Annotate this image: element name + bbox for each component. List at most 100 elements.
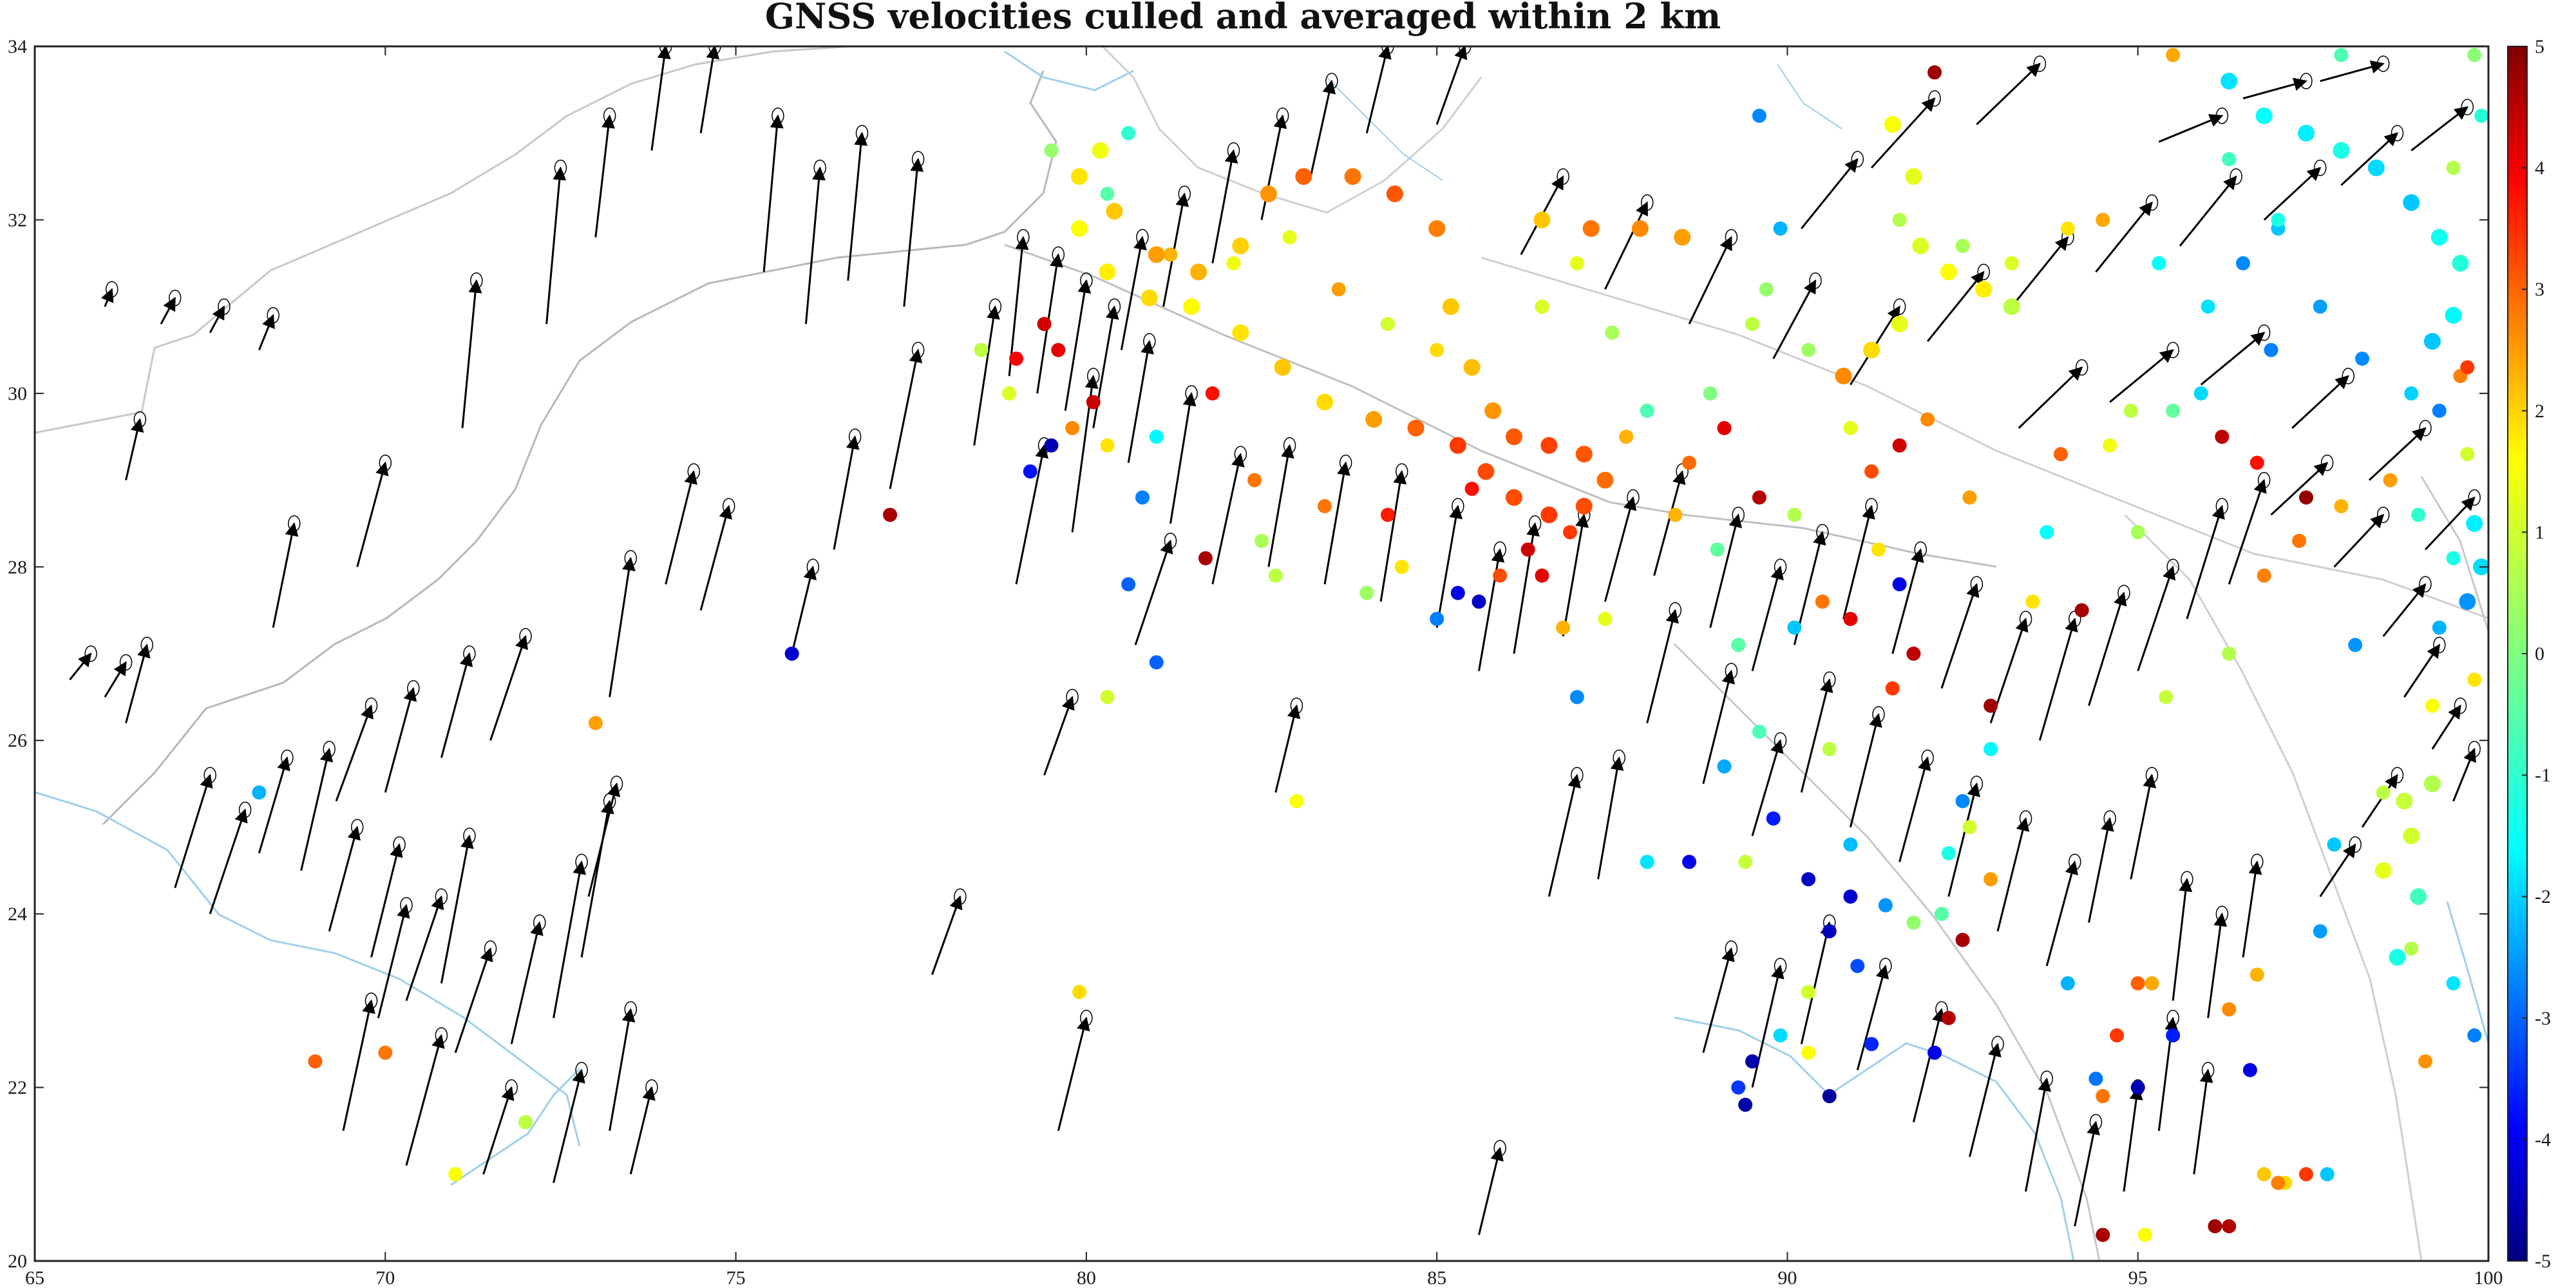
velocity-arrow <box>125 418 144 480</box>
station-point <box>1822 742 1837 757</box>
station-point <box>2166 403 2181 418</box>
error-ellipse <box>365 697 378 714</box>
error-ellipse <box>2166 341 2179 359</box>
station-point <box>2396 793 2413 810</box>
station-point <box>2460 447 2475 462</box>
velocity-arrow <box>1260 114 1287 220</box>
station-point <box>1086 395 1101 410</box>
velocity-arrow <box>1562 513 1589 637</box>
velocity-arrow <box>1604 496 1637 602</box>
velocity-arrow <box>489 635 528 741</box>
station-point <box>2110 1028 2125 1043</box>
station-point <box>1815 594 1830 609</box>
station-point <box>1674 229 1691 246</box>
station-point <box>2130 976 2145 990</box>
colorbar-tick-label: -5 <box>2535 1251 2551 1272</box>
station-point <box>1575 446 1593 463</box>
error-ellipse <box>1809 272 1822 289</box>
colorbar-tick-label: 4 <box>2535 158 2544 179</box>
error-ellipse <box>1872 706 1885 723</box>
x-tick-label: 90 <box>1777 1267 1797 1288</box>
station-point <box>2374 862 2392 879</box>
station-point <box>1801 872 1816 887</box>
velocity-arrow <box>2320 60 2385 82</box>
velocity-arrow <box>2018 366 2083 429</box>
y-tick-label: 32 <box>8 209 27 231</box>
error-ellipse <box>1914 541 1927 558</box>
station-point <box>1738 855 1753 869</box>
error-ellipse <box>1325 73 1338 90</box>
error-ellipse <box>1290 697 1303 714</box>
station-point <box>1801 1045 1816 1060</box>
velocity-arrow <box>587 782 621 897</box>
error-ellipse <box>2419 419 2432 437</box>
velocity-arrow <box>1379 470 1407 602</box>
velocity-arrow <box>300 748 334 871</box>
error-ellipse <box>133 411 147 428</box>
velocity-arrow <box>594 114 615 238</box>
velocity-arrow <box>2452 748 2476 802</box>
error-ellipse <box>2349 836 2362 853</box>
station-point <box>1190 263 1208 281</box>
velocity-arrow <box>2361 773 2398 828</box>
station-point <box>2215 430 2230 444</box>
velocity-arrow <box>356 461 389 567</box>
station-point <box>1710 542 1725 557</box>
x-tick-label: 85 <box>1427 1267 1446 1288</box>
error-ellipse <box>1921 749 1934 766</box>
error-ellipse <box>1669 601 1682 619</box>
station-point <box>2145 976 2159 990</box>
error-ellipse <box>1185 385 1198 402</box>
station-point <box>1871 542 1886 557</box>
y-axis: 20 22 24 26 28 30 32 34 <box>8 36 2488 1272</box>
error-ellipse <box>813 159 826 176</box>
station-point <box>2053 447 2068 462</box>
station-point <box>1927 1045 1942 1060</box>
station-point <box>2193 386 2208 401</box>
station-point <box>2404 942 2419 956</box>
velocity-arrow <box>1513 522 1540 654</box>
error-ellipse <box>2461 99 2474 116</box>
velocity-arrow <box>762 114 784 272</box>
station-point <box>1955 794 1970 809</box>
station-point <box>1295 168 1312 185</box>
station-point <box>1596 471 1614 489</box>
station-point <box>2103 438 2117 453</box>
station-point <box>2466 515 2483 532</box>
station-point <box>1738 1097 1753 1112</box>
station-point <box>1232 324 1249 341</box>
x-tick-label: 100 <box>2474 1267 2503 1288</box>
velocity-arrow <box>1751 964 1785 1088</box>
station-point <box>1787 507 1802 522</box>
station-point <box>1149 430 1164 444</box>
velocity-arrow <box>1170 392 1197 524</box>
station-point <box>1472 594 1486 609</box>
station-point <box>1442 298 1459 316</box>
station-point <box>1885 681 1900 696</box>
station-point <box>2040 525 2054 540</box>
error-ellipse <box>1613 749 1625 766</box>
error-ellipse <box>1928 90 1941 107</box>
error-ellipse <box>1970 775 1984 792</box>
station-point <box>1065 421 1080 435</box>
error-ellipse <box>400 896 413 914</box>
station-point <box>2088 1072 2103 1086</box>
station-point <box>588 715 603 730</box>
velocity-arrow <box>100 288 114 307</box>
error-ellipse <box>2257 324 2271 341</box>
error-ellipse <box>2468 741 2481 757</box>
x-axis: 65 70 75 80 85 90 95 100 <box>25 46 2503 1288</box>
velocity-arrow <box>335 704 374 802</box>
velocity-arrow <box>553 860 587 1019</box>
station-point <box>2423 775 2441 793</box>
station-point <box>2249 967 2264 982</box>
colorbar-tick-label: -2 <box>2535 886 2551 907</box>
error-ellipse <box>218 298 231 315</box>
station-point <box>1149 655 1164 670</box>
station-point <box>1640 855 1654 869</box>
station-point <box>2159 690 2174 705</box>
station-point <box>2467 48 2482 62</box>
station-point <box>1773 1028 1788 1043</box>
station-point <box>2460 360 2475 375</box>
